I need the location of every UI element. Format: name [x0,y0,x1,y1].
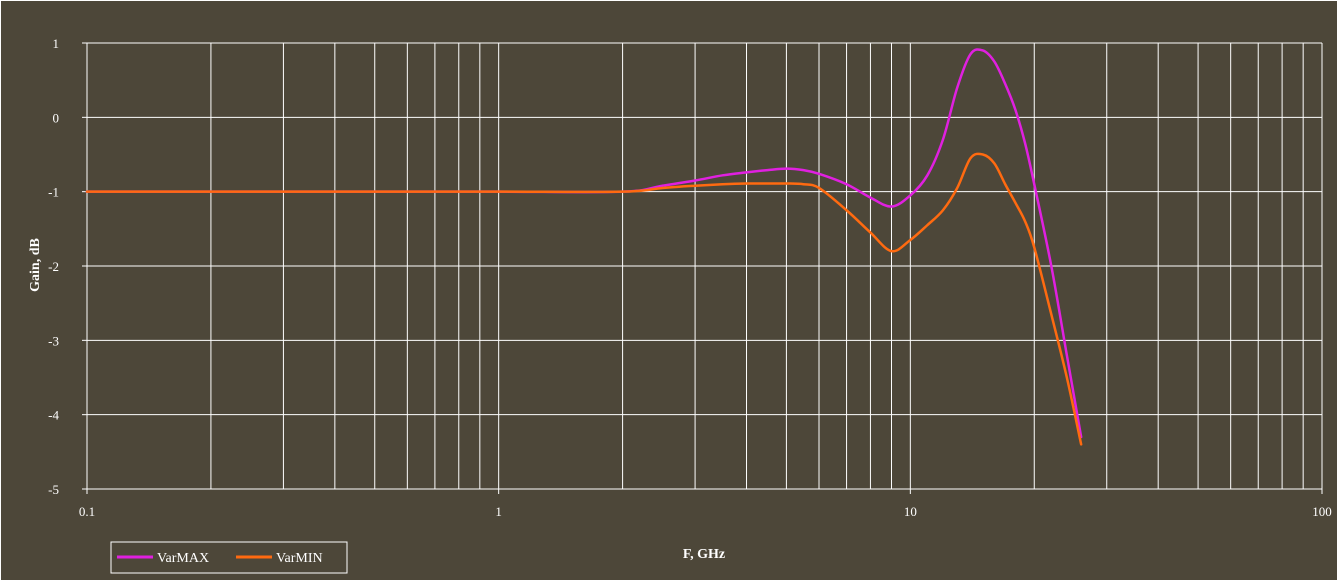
x-tick-label: 1 [495,504,502,519]
x-tick-label: 100 [1312,504,1332,519]
y-tick-label: -5 [48,482,59,497]
y-tick-label: -4 [48,408,59,423]
legend-label-varmax: VarMAX [157,551,209,566]
y-tick-label: 1 [53,36,60,51]
x-tick-label: 0.1 [79,504,95,519]
x-axis-title: F, GHz [683,547,725,562]
y-tick-label: -1 [48,185,59,200]
series-line-varmin [85,152,1083,446]
y-tick-label: 0 [53,110,60,125]
x-tick-label: 10 [904,504,917,519]
y-tick-label: -3 [48,333,59,348]
legend-label-varmin: VarMIN [276,551,323,566]
legend: VarMAX VarMIN [110,541,348,574]
legend-box [110,541,348,574]
y-tick-label: -2 [48,259,59,274]
series-lines [85,48,1083,446]
y-axis-title: Gain, dB [28,238,43,292]
grid-lines [82,42,1323,494]
tick-labels: 10-1-2-3-4-50.1 1 10 100 [48,36,1332,519]
